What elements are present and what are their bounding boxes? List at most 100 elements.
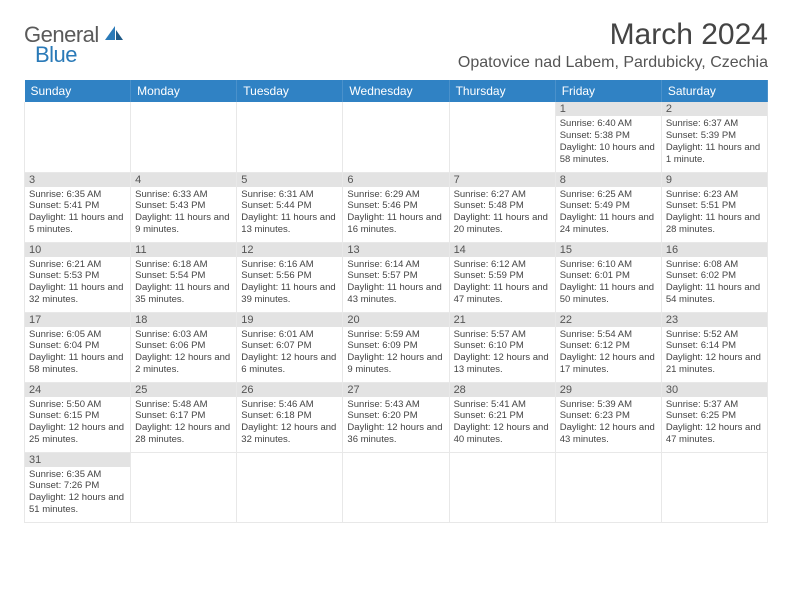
calendar-empty-cell (237, 102, 343, 172)
weekday-header: Tuesday (237, 80, 343, 102)
day-number: 30 (662, 383, 767, 397)
day-content: Sunrise: 6:25 AMSunset: 5:49 PMDaylight:… (556, 187, 661, 240)
weekday-header-row: SundayMondayTuesdayWednesdayThursdayFrid… (25, 80, 768, 102)
calendar-week-row: 31Sunrise: 6:35 AMSunset: 7:26 PMDayligh… (25, 452, 768, 522)
day-content: Sunrise: 5:54 AMSunset: 6:12 PMDaylight:… (556, 327, 661, 380)
day-number: 5 (237, 173, 342, 187)
day-content: Sunrise: 6:27 AMSunset: 5:48 PMDaylight:… (450, 187, 555, 240)
calendar-empty-cell (237, 452, 343, 522)
day-number: 12 (237, 243, 342, 257)
calendar-day-cell: 23Sunrise: 5:52 AMSunset: 6:14 PMDayligh… (661, 312, 767, 382)
logo-sail-icon (103, 24, 125, 47)
calendar-empty-cell (131, 452, 237, 522)
day-content: Sunrise: 6:16 AMSunset: 5:56 PMDaylight:… (237, 257, 342, 310)
calendar-day-cell: 24Sunrise: 5:50 AMSunset: 6:15 PMDayligh… (25, 382, 131, 452)
day-content: Sunrise: 5:39 AMSunset: 6:23 PMDaylight:… (556, 397, 661, 450)
weekday-header: Friday (555, 80, 661, 102)
calendar-day-cell: 14Sunrise: 6:12 AMSunset: 5:59 PMDayligh… (449, 242, 555, 312)
day-number: 20 (343, 313, 448, 327)
header: General March 2024 Opatovice nad Labem, … (24, 18, 768, 72)
day-number: 25 (131, 383, 236, 397)
day-content: Sunrise: 5:57 AMSunset: 6:10 PMDaylight:… (450, 327, 555, 380)
day-content: Sunrise: 6:40 AMSunset: 5:38 PMDaylight:… (556, 116, 661, 169)
calendar-day-cell: 30Sunrise: 5:37 AMSunset: 6:25 PMDayligh… (661, 382, 767, 452)
day-number: 21 (450, 313, 555, 327)
day-number: 14 (450, 243, 555, 257)
calendar-day-cell: 4Sunrise: 6:33 AMSunset: 5:43 PMDaylight… (131, 172, 237, 242)
calendar-day-cell: 25Sunrise: 5:48 AMSunset: 6:17 PMDayligh… (131, 382, 237, 452)
day-content: Sunrise: 6:31 AMSunset: 5:44 PMDaylight:… (237, 187, 342, 240)
day-number: 16 (662, 243, 767, 257)
day-number: 23 (662, 313, 767, 327)
day-content: Sunrise: 5:37 AMSunset: 6:25 PMDaylight:… (662, 397, 767, 450)
calendar-empty-cell (25, 102, 131, 172)
calendar-empty-cell (343, 102, 449, 172)
calendar-day-cell: 15Sunrise: 6:10 AMSunset: 6:01 PMDayligh… (555, 242, 661, 312)
day-content: Sunrise: 6:35 AMSunset: 5:41 PMDaylight:… (25, 187, 130, 240)
day-content: Sunrise: 6:29 AMSunset: 5:46 PMDaylight:… (343, 187, 448, 240)
day-content: Sunrise: 6:18 AMSunset: 5:54 PMDaylight:… (131, 257, 236, 310)
calendar-day-cell: 18Sunrise: 6:03 AMSunset: 6:06 PMDayligh… (131, 312, 237, 382)
calendar-day-cell: 10Sunrise: 6:21 AMSunset: 5:53 PMDayligh… (25, 242, 131, 312)
weekday-header: Sunday (25, 80, 131, 102)
day-number: 28 (450, 383, 555, 397)
day-number: 4 (131, 173, 236, 187)
day-number: 10 (25, 243, 130, 257)
calendar-day-cell: 3Sunrise: 6:35 AMSunset: 5:41 PMDaylight… (25, 172, 131, 242)
month-title: March 2024 (458, 18, 768, 52)
day-content: Sunrise: 6:37 AMSunset: 5:39 PMDaylight:… (662, 116, 767, 169)
day-content: Sunrise: 5:50 AMSunset: 6:15 PMDaylight:… (25, 397, 130, 450)
calendar-day-cell: 1Sunrise: 6:40 AMSunset: 5:38 PMDaylight… (555, 102, 661, 172)
day-number: 29 (556, 383, 661, 397)
location: Opatovice nad Labem, Pardubicky, Czechia (458, 54, 768, 72)
calendar-day-cell: 2Sunrise: 6:37 AMSunset: 5:39 PMDaylight… (661, 102, 767, 172)
calendar-week-row: 17Sunrise: 6:05 AMSunset: 6:04 PMDayligh… (25, 312, 768, 382)
calendar-day-cell: 13Sunrise: 6:14 AMSunset: 5:57 PMDayligh… (343, 242, 449, 312)
day-content: Sunrise: 6:10 AMSunset: 6:01 PMDaylight:… (556, 257, 661, 310)
calendar-day-cell: 9Sunrise: 6:23 AMSunset: 5:51 PMDaylight… (661, 172, 767, 242)
weekday-header: Saturday (661, 80, 767, 102)
calendar-day-cell: 22Sunrise: 5:54 AMSunset: 6:12 PMDayligh… (555, 312, 661, 382)
calendar-empty-cell (661, 452, 767, 522)
day-content: Sunrise: 5:48 AMSunset: 6:17 PMDaylight:… (131, 397, 236, 450)
day-number: 26 (237, 383, 342, 397)
weekday-header: Wednesday (343, 80, 449, 102)
day-content: Sunrise: 6:08 AMSunset: 6:02 PMDaylight:… (662, 257, 767, 310)
calendar-empty-cell (343, 452, 449, 522)
day-number: 6 (343, 173, 448, 187)
logo-blue-wrap: Blue (36, 42, 77, 68)
calendar-day-cell: 5Sunrise: 6:31 AMSunset: 5:44 PMDaylight… (237, 172, 343, 242)
day-content: Sunrise: 6:03 AMSunset: 6:06 PMDaylight:… (131, 327, 236, 380)
logo-text-blue: Blue (35, 42, 77, 67)
calendar-empty-cell (131, 102, 237, 172)
day-number: 2 (662, 102, 767, 116)
day-content: Sunrise: 5:46 AMSunset: 6:18 PMDaylight:… (237, 397, 342, 450)
day-content: Sunrise: 5:43 AMSunset: 6:20 PMDaylight:… (343, 397, 448, 450)
calendar-empty-cell (449, 452, 555, 522)
day-number: 19 (237, 313, 342, 327)
calendar-day-cell: 26Sunrise: 5:46 AMSunset: 6:18 PMDayligh… (237, 382, 343, 452)
day-number: 7 (450, 173, 555, 187)
calendar-body: 1Sunrise: 6:40 AMSunset: 5:38 PMDaylight… (25, 102, 768, 522)
day-number: 1 (556, 102, 661, 116)
calendar-day-cell: 27Sunrise: 5:43 AMSunset: 6:20 PMDayligh… (343, 382, 449, 452)
day-number: 3 (25, 173, 130, 187)
calendar-day-cell: 20Sunrise: 5:59 AMSunset: 6:09 PMDayligh… (343, 312, 449, 382)
day-number: 18 (131, 313, 236, 327)
calendar-table: SundayMondayTuesdayWednesdayThursdayFrid… (24, 80, 768, 523)
weekday-header: Thursday (449, 80, 555, 102)
day-content: Sunrise: 5:59 AMSunset: 6:09 PMDaylight:… (343, 327, 448, 380)
calendar-day-cell: 31Sunrise: 6:35 AMSunset: 7:26 PMDayligh… (25, 452, 131, 522)
day-content: Sunrise: 5:41 AMSunset: 6:21 PMDaylight:… (450, 397, 555, 450)
calendar-day-cell: 28Sunrise: 5:41 AMSunset: 6:21 PMDayligh… (449, 382, 555, 452)
day-content: Sunrise: 6:21 AMSunset: 5:53 PMDaylight:… (25, 257, 130, 310)
day-content: Sunrise: 6:01 AMSunset: 6:07 PMDaylight:… (237, 327, 342, 380)
calendar-empty-cell (449, 102, 555, 172)
title-block: March 2024 Opatovice nad Labem, Pardubic… (458, 18, 768, 72)
day-content: Sunrise: 6:12 AMSunset: 5:59 PMDaylight:… (450, 257, 555, 310)
calendar-day-cell: 29Sunrise: 5:39 AMSunset: 6:23 PMDayligh… (555, 382, 661, 452)
day-content: Sunrise: 6:33 AMSunset: 5:43 PMDaylight:… (131, 187, 236, 240)
day-number: 31 (25, 453, 130, 467)
day-number: 24 (25, 383, 130, 397)
calendar-day-cell: 21Sunrise: 5:57 AMSunset: 6:10 PMDayligh… (449, 312, 555, 382)
